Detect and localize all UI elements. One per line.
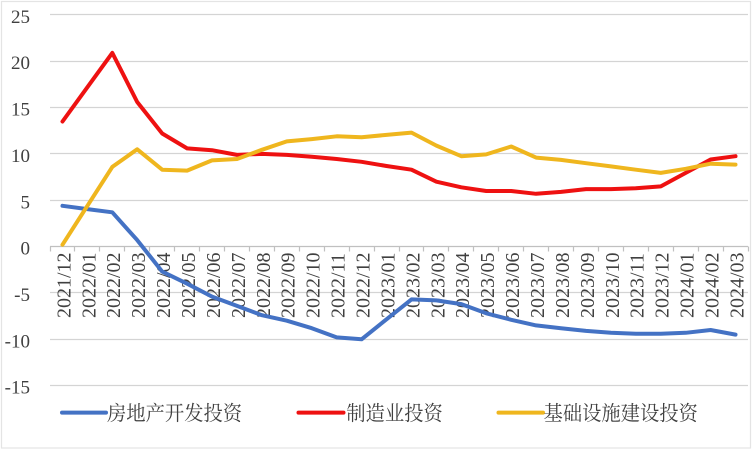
svg-text:2023/12: 2023/12 — [652, 252, 674, 318]
svg-text:2024/03: 2024/03 — [726, 252, 748, 318]
svg-text:2024/02: 2024/02 — [702, 252, 724, 318]
svg-text:2023/07: 2023/07 — [527, 252, 549, 318]
svg-text:2023/01: 2023/01 — [377, 252, 399, 318]
svg-text:2022/01: 2022/01 — [78, 252, 100, 318]
svg-text:2022/07: 2022/07 — [228, 252, 250, 318]
svg-text:-10: -10 — [5, 331, 30, 352]
svg-text:2023/09: 2023/09 — [577, 252, 599, 318]
svg-text:2023/02: 2023/02 — [402, 252, 424, 318]
svg-text:2021/12: 2021/12 — [53, 252, 75, 318]
svg-text:25: 25 — [11, 7, 30, 28]
svg-text:2022/12: 2022/12 — [353, 252, 375, 318]
svg-text:15: 15 — [11, 100, 30, 121]
svg-text:2022/03: 2022/03 — [128, 252, 150, 318]
svg-text:2022/08: 2022/08 — [253, 252, 275, 318]
svg-text:2023/03: 2023/03 — [427, 252, 449, 318]
svg-text:2022/11: 2022/11 — [328, 253, 350, 318]
svg-text:2023/08: 2023/08 — [552, 252, 574, 318]
svg-text:2023/06: 2023/06 — [502, 252, 524, 318]
svg-text:2022/10: 2022/10 — [303, 252, 325, 318]
svg-text:0: 0 — [21, 239, 31, 260]
svg-text:2022/09: 2022/09 — [278, 252, 300, 318]
svg-text:2023/10: 2023/10 — [602, 252, 624, 318]
svg-text:2024/01: 2024/01 — [677, 252, 699, 318]
svg-text:2022/06: 2022/06 — [203, 252, 225, 318]
svg-text:-15: -15 — [5, 378, 30, 399]
svg-text:2022/02: 2022/02 — [103, 252, 125, 318]
svg-text:2023/11: 2023/11 — [627, 253, 649, 318]
svg-text:20: 20 — [11, 53, 30, 74]
svg-text:2023/05: 2023/05 — [477, 252, 499, 318]
svg-text:-5: -5 — [14, 285, 30, 306]
svg-text:5: 5 — [21, 192, 31, 213]
svg-text:10: 10 — [11, 146, 30, 167]
